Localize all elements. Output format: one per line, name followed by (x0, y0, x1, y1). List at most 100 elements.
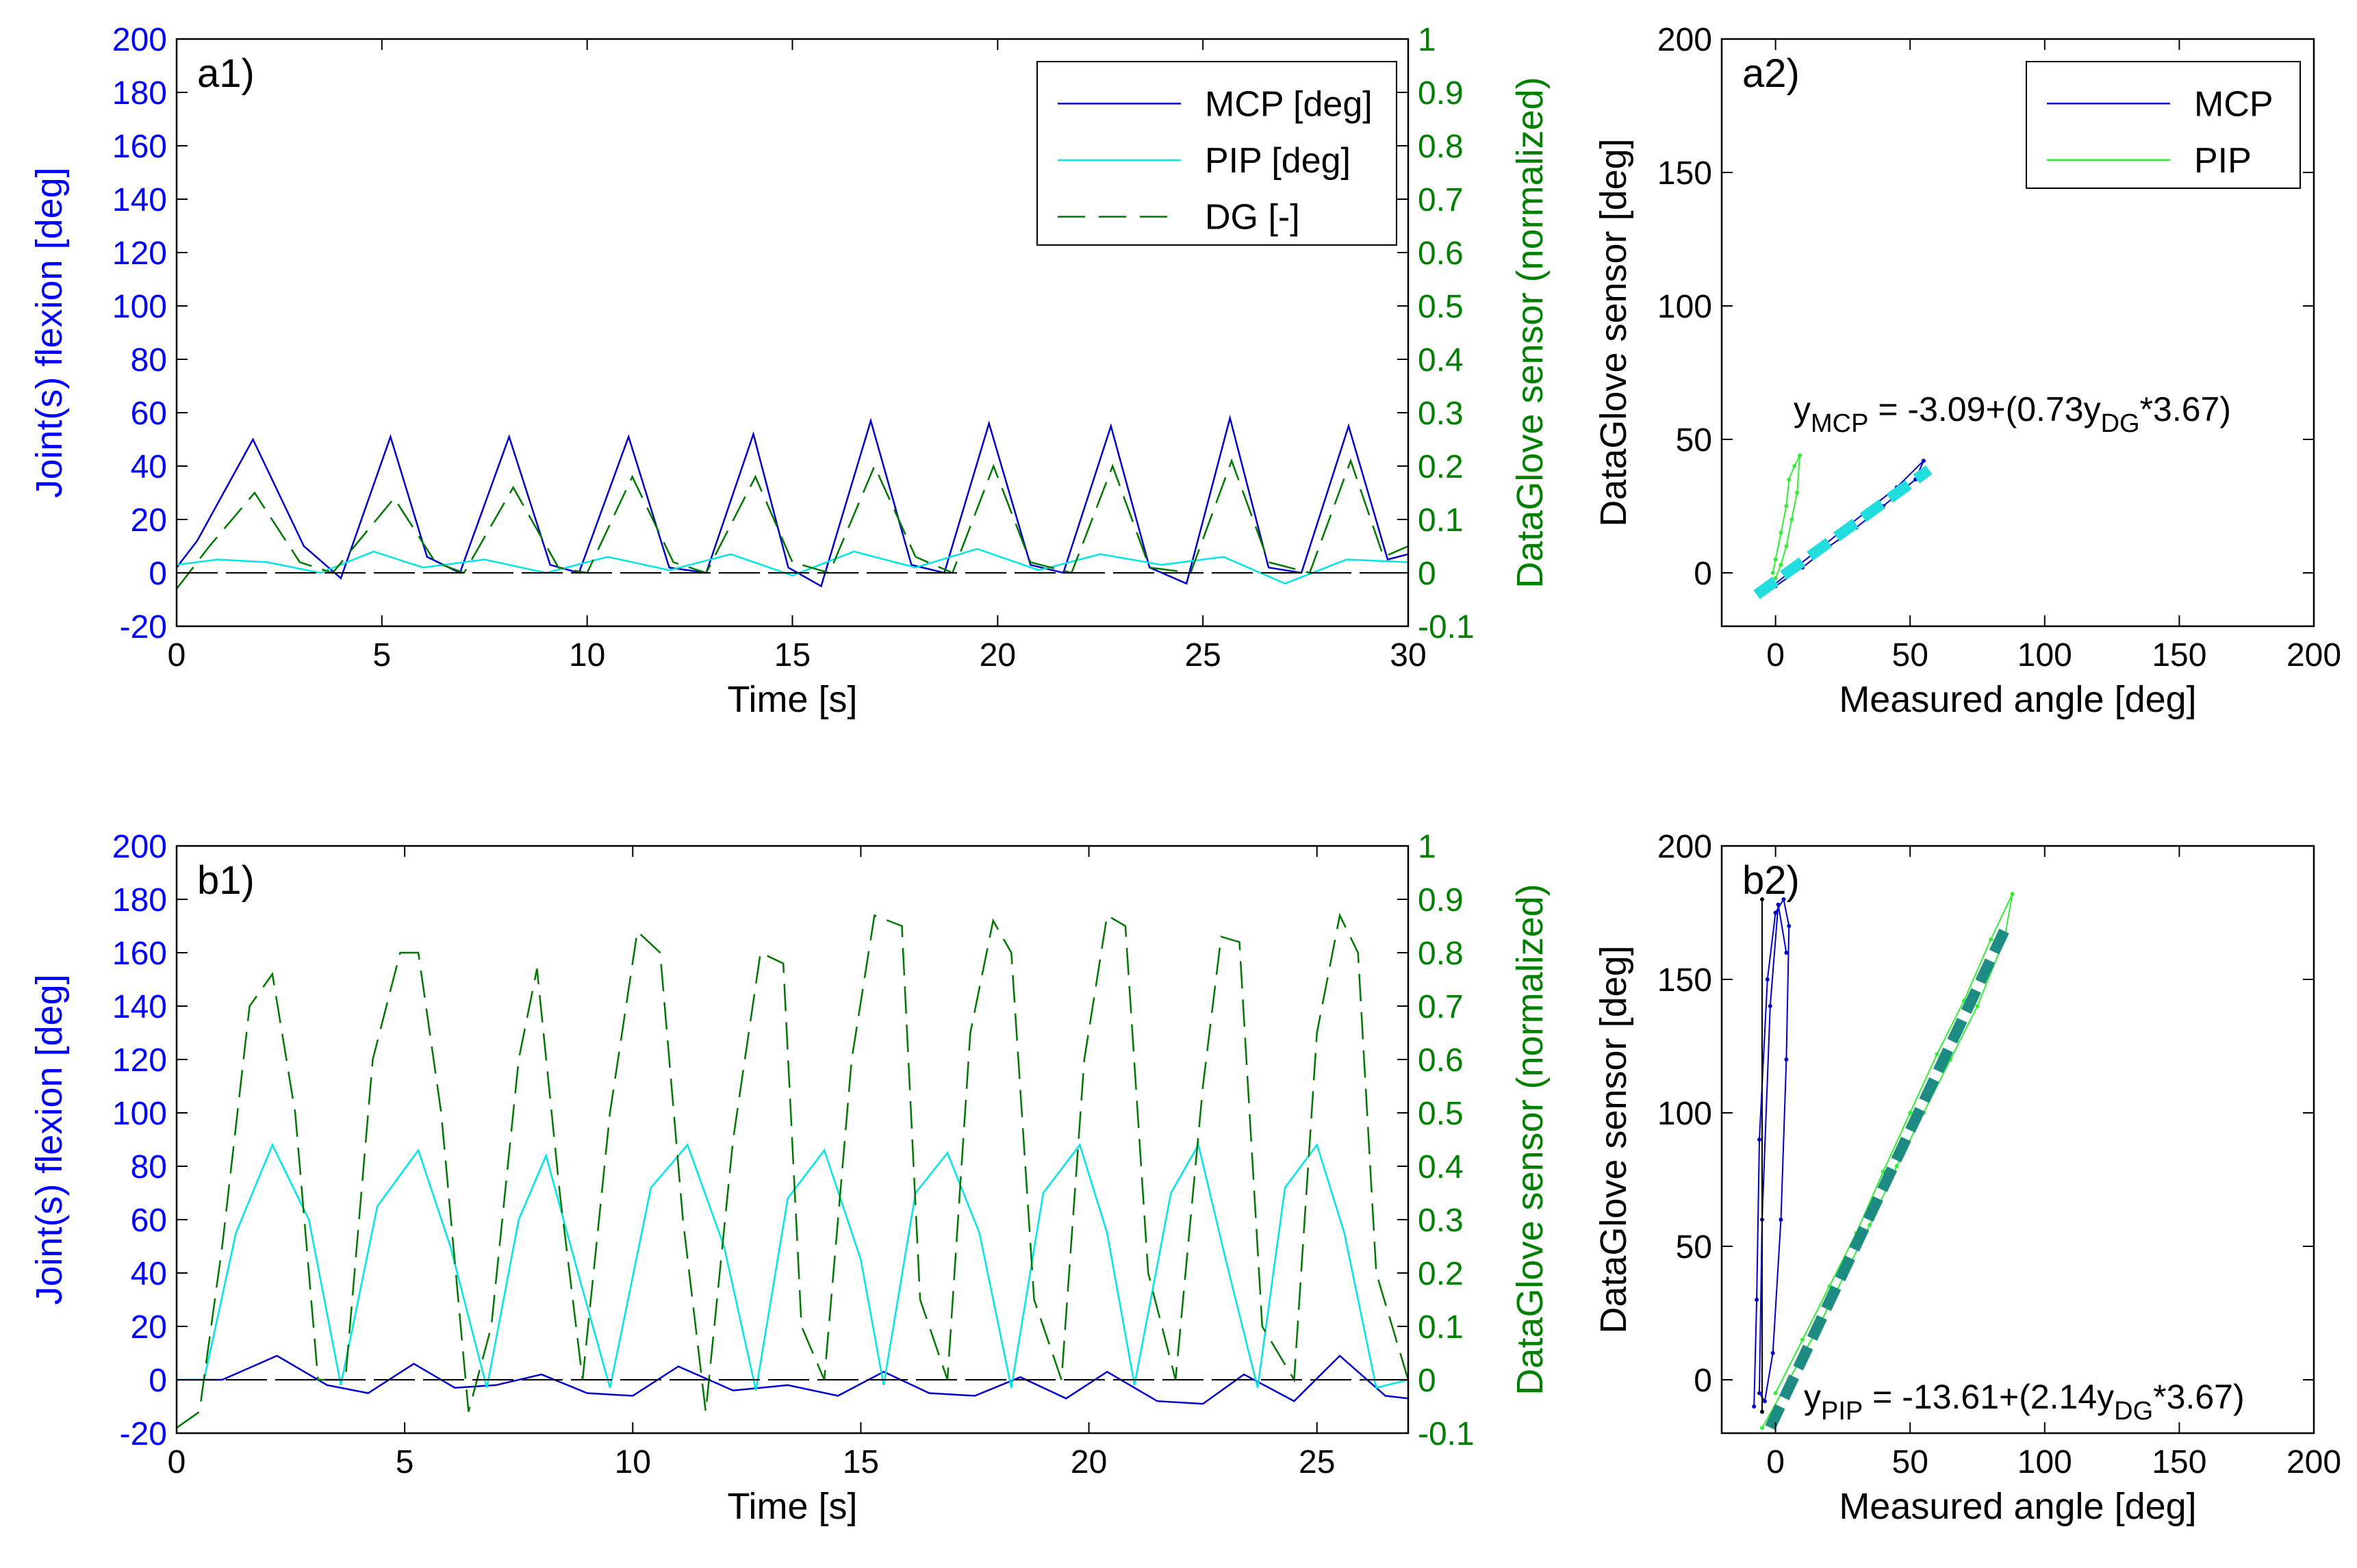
point-pip (1779, 530, 1783, 535)
x-tick-label: 0 (168, 1444, 186, 1480)
y-tick-label: 160 (112, 129, 167, 165)
y-tick-label: 180 (112, 75, 167, 112)
point-pip (1881, 1169, 1885, 1174)
point-pip (1800, 1337, 1805, 1342)
y2-tick-label: 0.7 (1418, 182, 1464, 218)
equation-mid: = -3.09+(0.73y (1868, 390, 2100, 428)
x-tick-label: 15 (774, 637, 811, 673)
equation-prefix: y (1794, 390, 1811, 428)
point-vertical-trace (1760, 1409, 1764, 1414)
y-tick-label: 50 (1676, 1229, 1712, 1265)
legend-box (2026, 61, 2301, 189)
y2-tick-label: 0 (1418, 1363, 1436, 1399)
plot-area (1722, 846, 2314, 1433)
x-axis-label: Measured angle [deg] (1839, 679, 2196, 720)
series-mcp (177, 1354, 1408, 1405)
legend-label: PIP [deg] (1205, 141, 1351, 181)
y2-tick-label: 0.2 (1418, 449, 1464, 485)
axes-box (175, 845, 1410, 1435)
y2-tick-label: 0.5 (1418, 1096, 1464, 1132)
y-tick-label: 20 (131, 502, 167, 539)
equation-suffix: *3.67) (2140, 390, 2231, 428)
point-pip (1773, 1391, 1778, 1396)
point-vertical-trace (1760, 897, 1764, 901)
y-tick-label: 80 (131, 1149, 167, 1185)
point-mcp (1768, 1004, 1772, 1008)
point-pip (1798, 453, 1802, 458)
y-tick-label: 0 (149, 556, 167, 592)
x-tick-label: 100 (2017, 1444, 2072, 1480)
series-dg (177, 458, 1408, 590)
panel-a1: 0 5 10 15 20 25 30-200204060801001201401601802… (29, 22, 1551, 720)
data-layer (1752, 892, 2015, 1430)
point-pip (1795, 491, 1800, 495)
fit-equation: yPIP = -13.61+(2.14yDG*3.67) (1804, 1378, 2245, 1426)
y2-tick-label: 1 (1418, 829, 1436, 865)
panel-label: b1) (197, 858, 255, 903)
legend-label: DG [-] (1205, 198, 1300, 237)
y2-tick-label: 0.3 (1418, 1203, 1464, 1239)
point-mcp (1757, 1391, 1761, 1396)
y-tick-label: 180 (112, 882, 167, 918)
x-tick-label: 25 (1184, 637, 1221, 673)
y2-tick-label: 0.6 (1418, 235, 1464, 272)
point-pip (1975, 1004, 1980, 1008)
point-pip (1773, 576, 1778, 580)
point-pip (1784, 504, 1789, 509)
fit-line (1765, 923, 2013, 1430)
point-mcp (1784, 951, 1789, 955)
y-tick-label: 140 (112, 182, 167, 218)
point-mcp (1784, 1057, 1789, 1062)
data-layer (177, 912, 1408, 1429)
series-pip (177, 1142, 1408, 1391)
series-mcp (1753, 897, 1790, 1407)
point-pip (1773, 557, 1778, 562)
point-pip (2010, 892, 2015, 897)
y-tick-label: 0 (1694, 1363, 1712, 1399)
y-tick-label: 100 (112, 289, 167, 325)
y2-tick-label: 0.9 (1418, 882, 1464, 918)
point-mcp (1773, 910, 1778, 915)
y2-tick-label: 0.1 (1418, 1309, 1464, 1346)
y-tick-label: 150 (1657, 962, 1712, 999)
y2-tick-label: 0.7 (1418, 989, 1464, 1025)
y-tick-label: 140 (112, 989, 167, 1025)
equation-sub2: DG (2114, 1397, 2153, 1426)
x-tick-label: 10 (615, 1444, 651, 1480)
x-tick-label: 50 (1892, 637, 1928, 673)
y2-tick-label: 0.6 (1418, 1042, 1464, 1079)
point-pip (1789, 517, 1794, 522)
point-pip (1779, 563, 1783, 567)
equation-sub1: MCP (1811, 409, 1868, 438)
x-tick-label: 0 (1766, 637, 1785, 673)
y2-axis-label: DataGlove sensor (normalized) (1509, 77, 1551, 588)
legend-label: MCP [deg] (1205, 84, 1373, 124)
y-axis-label: DataGlove sensor [deg] (1593, 945, 1634, 1333)
point-mcp (1757, 1138, 1761, 1142)
series-dg (177, 912, 1408, 1429)
x-tick-label: 0 (168, 637, 186, 673)
x-tick-label: 100 (2017, 637, 2072, 673)
y2-tick-label: 0.8 (1418, 129, 1464, 165)
x-tick-label: 150 (2152, 637, 2206, 673)
y-tick-label: 100 (1657, 1096, 1712, 1132)
y2-tick-label: 0.1 (1418, 502, 1464, 539)
x-tick-label: 0 (1766, 1444, 1785, 1480)
equation-prefix: y (1804, 1378, 1821, 1416)
point-mcp (1776, 902, 1781, 907)
y-tick-label: -20 (120, 1416, 167, 1452)
equation-mid: = -13.61+(2.14y (1863, 1378, 2114, 1416)
point-pip (1908, 1111, 1913, 1115)
x-axis-label: Time [s] (727, 1486, 857, 1527)
fit-equation: yMCP = -3.09+(0.73yDG*3.67) (1794, 390, 2231, 438)
equation-sub1: PIP (1821, 1397, 1863, 1426)
point-pip (1770, 571, 1775, 575)
y-tick-label: 20 (131, 1309, 167, 1346)
y2-tick-label: 0 (1418, 556, 1436, 592)
y-tick-label: 120 (112, 235, 167, 272)
legend: MCP [deg] PIP [deg] DG [-] (1036, 61, 1397, 246)
axes-box (1720, 38, 2315, 628)
y2-tick-label: 0.4 (1418, 1149, 1464, 1185)
y-tick-label: 50 (1676, 422, 1712, 459)
y2-tick-label: 0.3 (1418, 396, 1464, 432)
